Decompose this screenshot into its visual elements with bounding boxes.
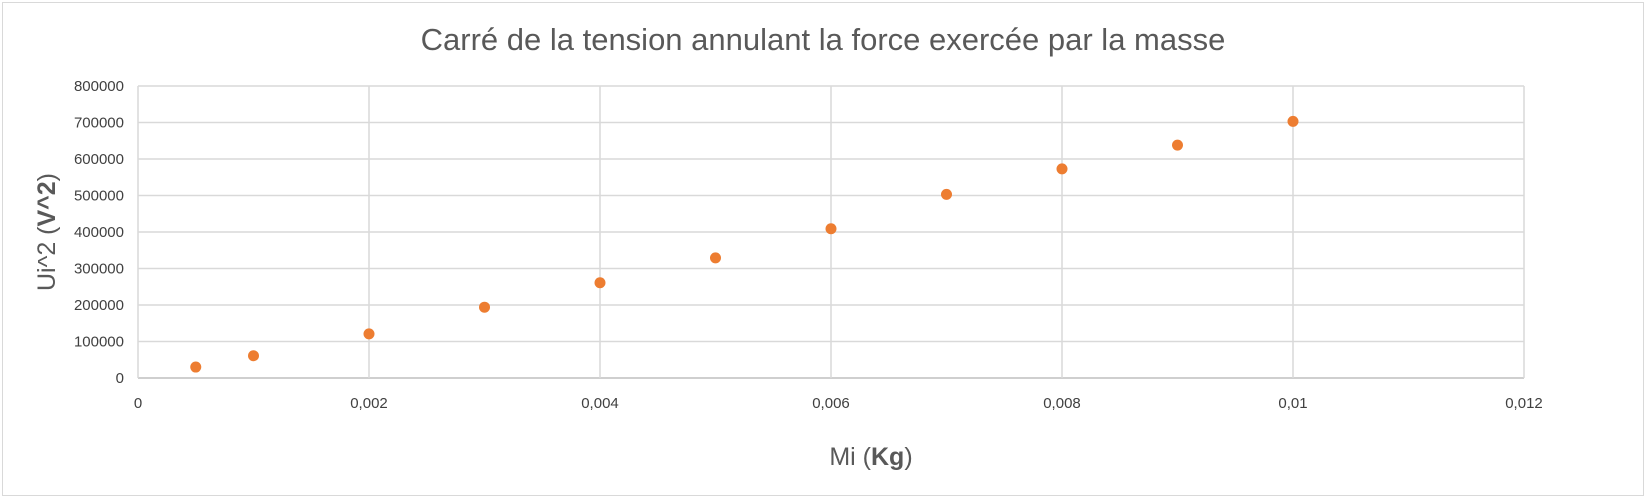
data-series [190,115,1299,373]
y-tick-label: 600000 [74,151,124,168]
x-axis-title: Mi (Kg) [829,443,912,471]
x-tick-label: 0,008 [1043,395,1081,412]
data-point [1287,115,1299,127]
data-point [248,350,259,362]
y-axis-tick-labels: 0 100000 200000 300000 400000 500000 600000 700… [74,78,124,387]
x-tick-label: 0 [134,395,142,412]
y-tick-label: 0 [116,370,124,387]
data-point [479,301,490,313]
chart-title: Carré de la tension annulant la force ex… [421,22,1226,57]
y-tick-label: 700000 [74,115,124,132]
chart-area [2,2,1644,496]
data-point [941,188,952,200]
x-axis-tick-labels: 0 0,002 0,004 0,006 0,008 0,01 0,012 [134,395,1543,412]
x-tick-label: 0,006 [812,395,850,412]
x-tick-label: 0,01 [1278,395,1307,412]
y-tick-label: 300000 [74,261,124,278]
x-tick-label: 0,004 [581,395,619,412]
data-point [1056,163,1068,175]
x-tick-label: 0,002 [350,395,388,412]
data-point [363,328,375,340]
x-tick-label: 0,012 [1505,395,1543,412]
data-point [825,223,837,235]
y-tick-label: 200000 [74,297,124,314]
data-point [594,277,606,289]
gridlines [137,85,1525,379]
y-tick-label: 100000 [74,334,124,351]
data-point [1172,139,1183,151]
y-tick-label: 800000 [74,78,124,95]
y-tick-label: 500000 [74,188,124,205]
y-tick-label: 400000 [74,224,124,241]
y-axis-title: Ui^2 (V^2) [33,173,61,291]
data-point [190,361,202,373]
data-point [710,252,721,264]
